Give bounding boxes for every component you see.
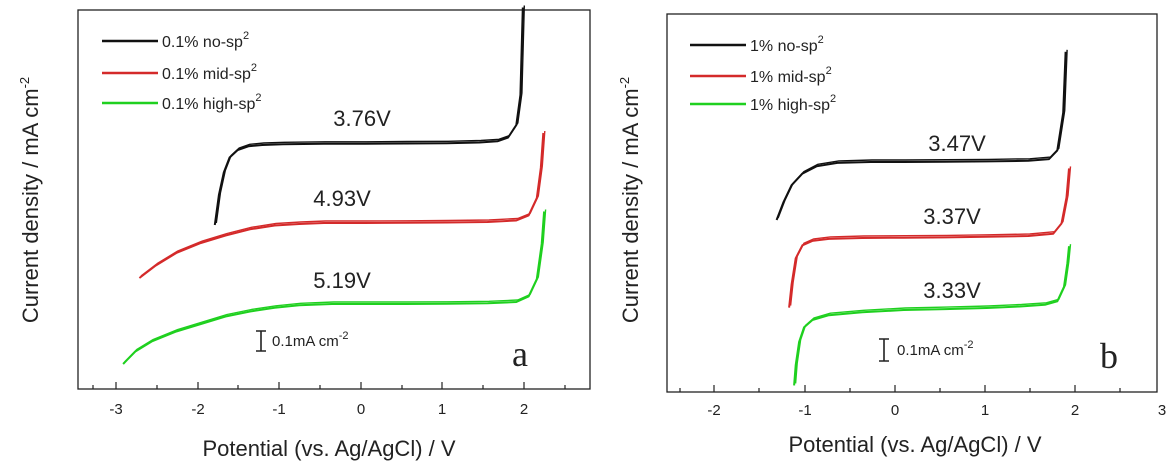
curve-b-2-forward	[793, 246, 1070, 386]
x-axis-title-a: Potential (vs. Ag/AgCl) / V	[202, 436, 455, 461]
plot-frame-b	[666, 13, 1158, 393]
curve-a-2-forward	[122, 211, 546, 365]
plot-frame-a	[77, 9, 591, 390]
curve-b-0-reverse	[777, 49, 1068, 219]
window-label-b-2: 3.33V	[923, 278, 981, 303]
x-tick-label-b-0: -2	[707, 402, 720, 419]
scale-bar-label-a-sup: -2	[339, 330, 349, 342]
window-label-a-0: 3.76V	[333, 106, 391, 131]
legend-label-b-0: 1% no-sp2	[750, 34, 824, 55]
legend-label-a-1: 0.1% mid-sp2	[162, 62, 257, 83]
scale-bar-a: 0.1mA cm-2	[256, 330, 348, 352]
y-axis-title-a-sup: -2	[17, 77, 32, 89]
window-label-a-1: 4.93V	[313, 186, 371, 211]
x-ticks-b	[679, 385, 1121, 392]
legend-label-b-2-sup: 2	[830, 93, 836, 105]
scale-bar-icon-a	[256, 330, 266, 352]
legend-label-b-1-main: 1% mid-sp	[750, 69, 826, 86]
y-axis-title-b: Current density / mA cm-2	[617, 77, 643, 323]
legend-label-b-0-main: 1% no-sp	[750, 38, 818, 55]
x-tick-label-a-4: 1	[438, 401, 446, 418]
legend-label-b-2: 1% high-sp2	[750, 93, 836, 114]
x-tick-label-b-2: 0	[891, 402, 899, 419]
x-tick-label-a-1: -2	[191, 401, 204, 418]
curves-a	[122, 5, 547, 365]
x-tick-labels-a: -3 -2 -1 0 1 2	[109, 401, 528, 418]
x-tick-label-b-5: 3	[1158, 402, 1166, 419]
window-label-b-0: 3.47V	[928, 131, 986, 156]
legend-label-a-0-main: 0.1% no-sp	[162, 34, 243, 51]
legend-a: 0.1% no-sp2 0.1% mid-sp2 0.1% high-sp2	[102, 30, 262, 113]
legend-label-b-2-main: 1% high-sp	[750, 97, 830, 114]
panel-label-b: b	[1100, 336, 1118, 376]
curves-b	[775, 49, 1072, 386]
window-label-b-1: 3.37V	[923, 204, 981, 229]
curve-a-0-reverse	[215, 5, 525, 224]
scale-bar-label-a: 0.1mA cm-2	[272, 330, 348, 350]
x-tick-label-b-3: 1	[981, 402, 989, 419]
panel-b: -2 -1 0 1 2 3 Potential (vs. Ag/AgCl) / …	[617, 13, 1166, 457]
legend-label-b-1: 1% mid-sp2	[750, 65, 832, 86]
legend-b: 1% no-sp2 1% mid-sp2 1% high-sp2	[690, 34, 836, 114]
curve-b-1-reverse	[789, 166, 1072, 306]
x-tick-label-a-3: 0	[357, 401, 365, 418]
y-axis-title-a-main: Current density / mA cm	[18, 88, 43, 323]
x-tick-label-a-2: -1	[272, 401, 285, 418]
legend-label-b-0-sup: 2	[818, 34, 824, 46]
scale-bar-label-b: 0.1mA cm-2	[897, 339, 973, 359]
x-tick-label-a-0: -3	[109, 401, 122, 418]
scale-bar-label-a-main: 0.1mA cm	[272, 333, 339, 350]
scale-bar-b: 0.1mA cm-2	[879, 338, 973, 362]
panel-a: -3 -2 -1 0 1 2 Potential (vs. Ag/AgCl) /…	[17, 5, 591, 461]
legend-label-a-2: 0.1% high-sp2	[162, 92, 262, 113]
x-tick-label-a-5: 2	[520, 401, 528, 418]
legend-label-a-0: 0.1% no-sp2	[162, 30, 249, 51]
y-axis-title-a: Current density / mA cm-2	[17, 77, 43, 323]
y-axis-title-b-main: Current density / mA cm	[618, 88, 643, 323]
scale-bar-icon-b	[879, 338, 889, 362]
legend-label-a-0-sup: 2	[243, 30, 249, 42]
window-label-a-2: 5.19V	[313, 268, 371, 293]
legend-label-a-1-sup: 2	[251, 62, 257, 74]
legend-label-a-2-sup: 2	[255, 92, 261, 104]
panel-label-a: a	[512, 334, 528, 374]
x-tick-labels-b: -2 -1 0 1 2 3	[707, 402, 1166, 419]
scale-bar-label-b-sup: -2	[964, 339, 974, 351]
scale-bar-label-b-main: 0.1mA cm	[897, 342, 964, 359]
legend-label-a-2-main: 0.1% high-sp	[162, 96, 255, 113]
x-ticks-a	[92, 382, 566, 389]
x-axis-title-b: Potential (vs. Ag/AgCl) / V	[788, 432, 1041, 457]
legend-label-a-1-main: 0.1% mid-sp	[162, 66, 251, 83]
curve-a-1-reverse	[140, 130, 546, 277]
curve-a-2-reverse	[124, 209, 547, 363]
y-axis-title-b-sup: -2	[617, 77, 632, 89]
curve-b-2-reverse	[794, 244, 1072, 384]
x-tick-label-b-1: -1	[798, 402, 811, 419]
legend-label-b-1-sup: 2	[826, 65, 832, 77]
x-tick-label-b-4: 2	[1071, 402, 1079, 419]
